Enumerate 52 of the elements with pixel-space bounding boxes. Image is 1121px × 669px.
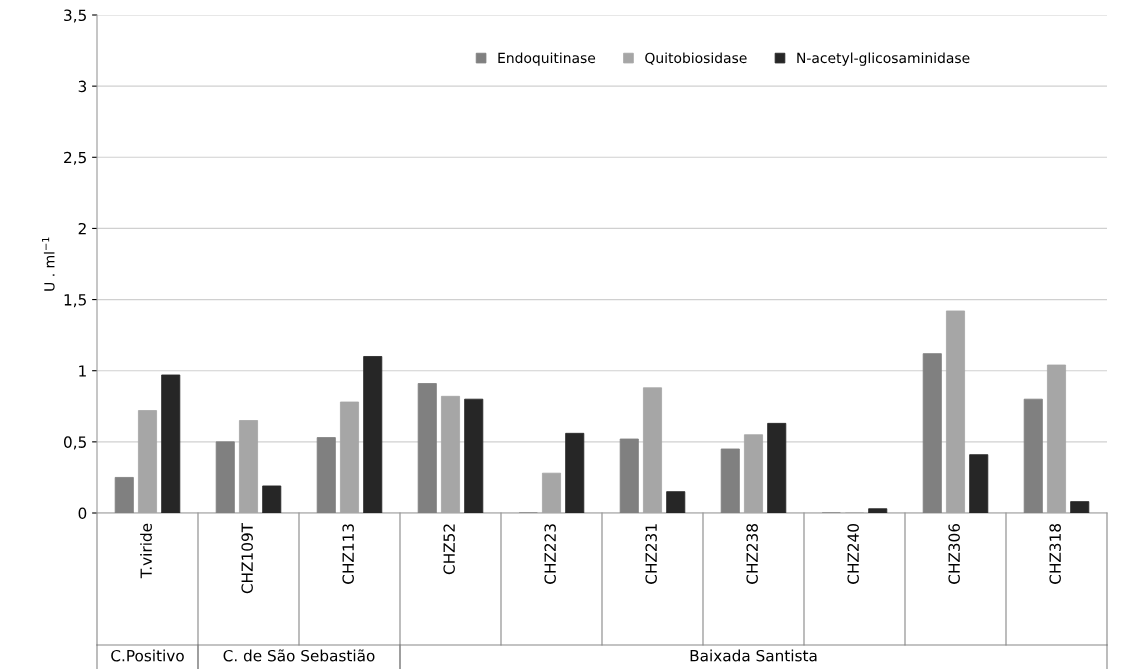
bar [440, 395, 461, 513]
text: C. de São Sebastião [223, 649, 375, 662]
bar [1023, 398, 1043, 513]
bar [1070, 501, 1090, 513]
x-tick-label: CHZ223 [544, 524, 556, 584]
bar [969, 454, 989, 513]
bar [238, 420, 259, 513]
y-tick-label: 3,5 [64, 9, 86, 23]
bar [316, 437, 336, 513]
y-tick-label: 3 [78, 80, 87, 93]
x-tick-label: CHZ318 [1049, 524, 1061, 584]
bar [666, 491, 686, 513]
x-tick-label: CHZ231 [645, 524, 657, 584]
bar [619, 438, 639, 513]
x-tick-label: CHZ306 [948, 523, 960, 584]
y-axis-title: U . ml$^{−1}$ [42, 237, 55, 291]
bar [720, 448, 740, 513]
y-tick-label: 0,5 [63, 436, 86, 450]
x-tick-label: CHZ113 [342, 524, 354, 584]
text: Baixada Santista [690, 649, 817, 662]
bar [262, 485, 282, 513]
x-tick-label: CHZ109T [241, 522, 253, 594]
bar [922, 353, 942, 513]
bar [363, 356, 383, 513]
bar [1046, 364, 1067, 513]
y-tick-label: 0 [78, 507, 87, 520]
bar [642, 387, 663, 513]
bar [161, 374, 181, 513]
text: C.Positivo [111, 649, 184, 662]
bar [565, 432, 585, 513]
y-tick-label: 1 [79, 365, 86, 377]
bar [541, 472, 562, 513]
bar [868, 508, 888, 513]
bar [215, 441, 235, 513]
bar [137, 410, 158, 513]
bar [464, 398, 484, 513]
x-tick-label: CHZ238 [746, 524, 758, 584]
legend-label: N-acetyl-glicosaminidase [797, 52, 970, 66]
y-tick-label: 1,5 [64, 294, 86, 308]
bar [114, 477, 134, 513]
bar [767, 422, 787, 513]
legend-label: Quitobiosidase [645, 52, 747, 65]
y-tick-label: 2 [78, 222, 86, 235]
x-tick-label: T.viride [140, 523, 152, 579]
x-tick-label: CHZ240 [847, 523, 859, 584]
bar [945, 310, 966, 513]
x-tick-label: CHZ52 [443, 524, 455, 575]
bar [743, 434, 764, 513]
legend-label: Endoquitinase [498, 52, 596, 66]
y-tick-label: 2,5 [64, 151, 86, 165]
bar [417, 383, 437, 513]
bar [339, 401, 360, 513]
